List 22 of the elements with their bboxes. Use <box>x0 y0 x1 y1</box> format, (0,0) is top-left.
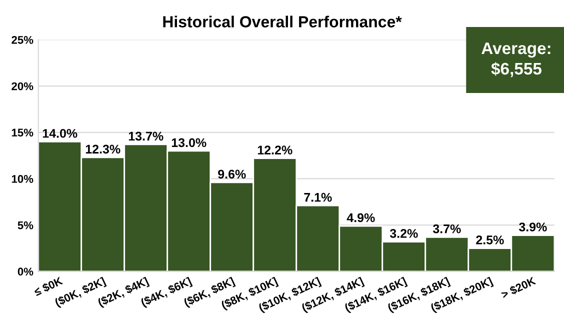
data-label: 3.9% <box>518 222 547 232</box>
y-tick-label: 25% <box>12 36 34 44</box>
data-label: 12.2% <box>258 146 292 154</box>
data-label: 2.5% <box>476 236 504 244</box>
data-label: 14.0% <box>42 128 78 138</box>
y-tick-label: 10% <box>12 175 34 183</box>
data-label: 9.6% <box>218 170 246 179</box>
data-label: 3.2% <box>390 229 418 238</box>
y-tick-label: 0% <box>18 268 34 276</box>
data-label: 12.3% <box>86 144 120 154</box>
data-label: 4.9% <box>346 213 375 222</box>
data-label: 7.1% <box>304 192 332 202</box>
y-tick-label: 15% <box>12 128 34 137</box>
data-label: 13.7% <box>128 132 164 141</box>
data-label: 3.7% <box>432 224 461 234</box>
x-tick-label: ≤ $0K <box>33 276 64 297</box>
data-label: 13.0% <box>172 138 206 148</box>
chart-title: Historical Overall Performance* <box>163 16 402 28</box>
annotation: Average: $6,555 <box>482 42 550 78</box>
y-tick-label: 5% <box>18 221 34 230</box>
y-tick-label: 20% <box>12 82 34 90</box>
x-tick-label: > $20K <box>500 276 537 300</box>
